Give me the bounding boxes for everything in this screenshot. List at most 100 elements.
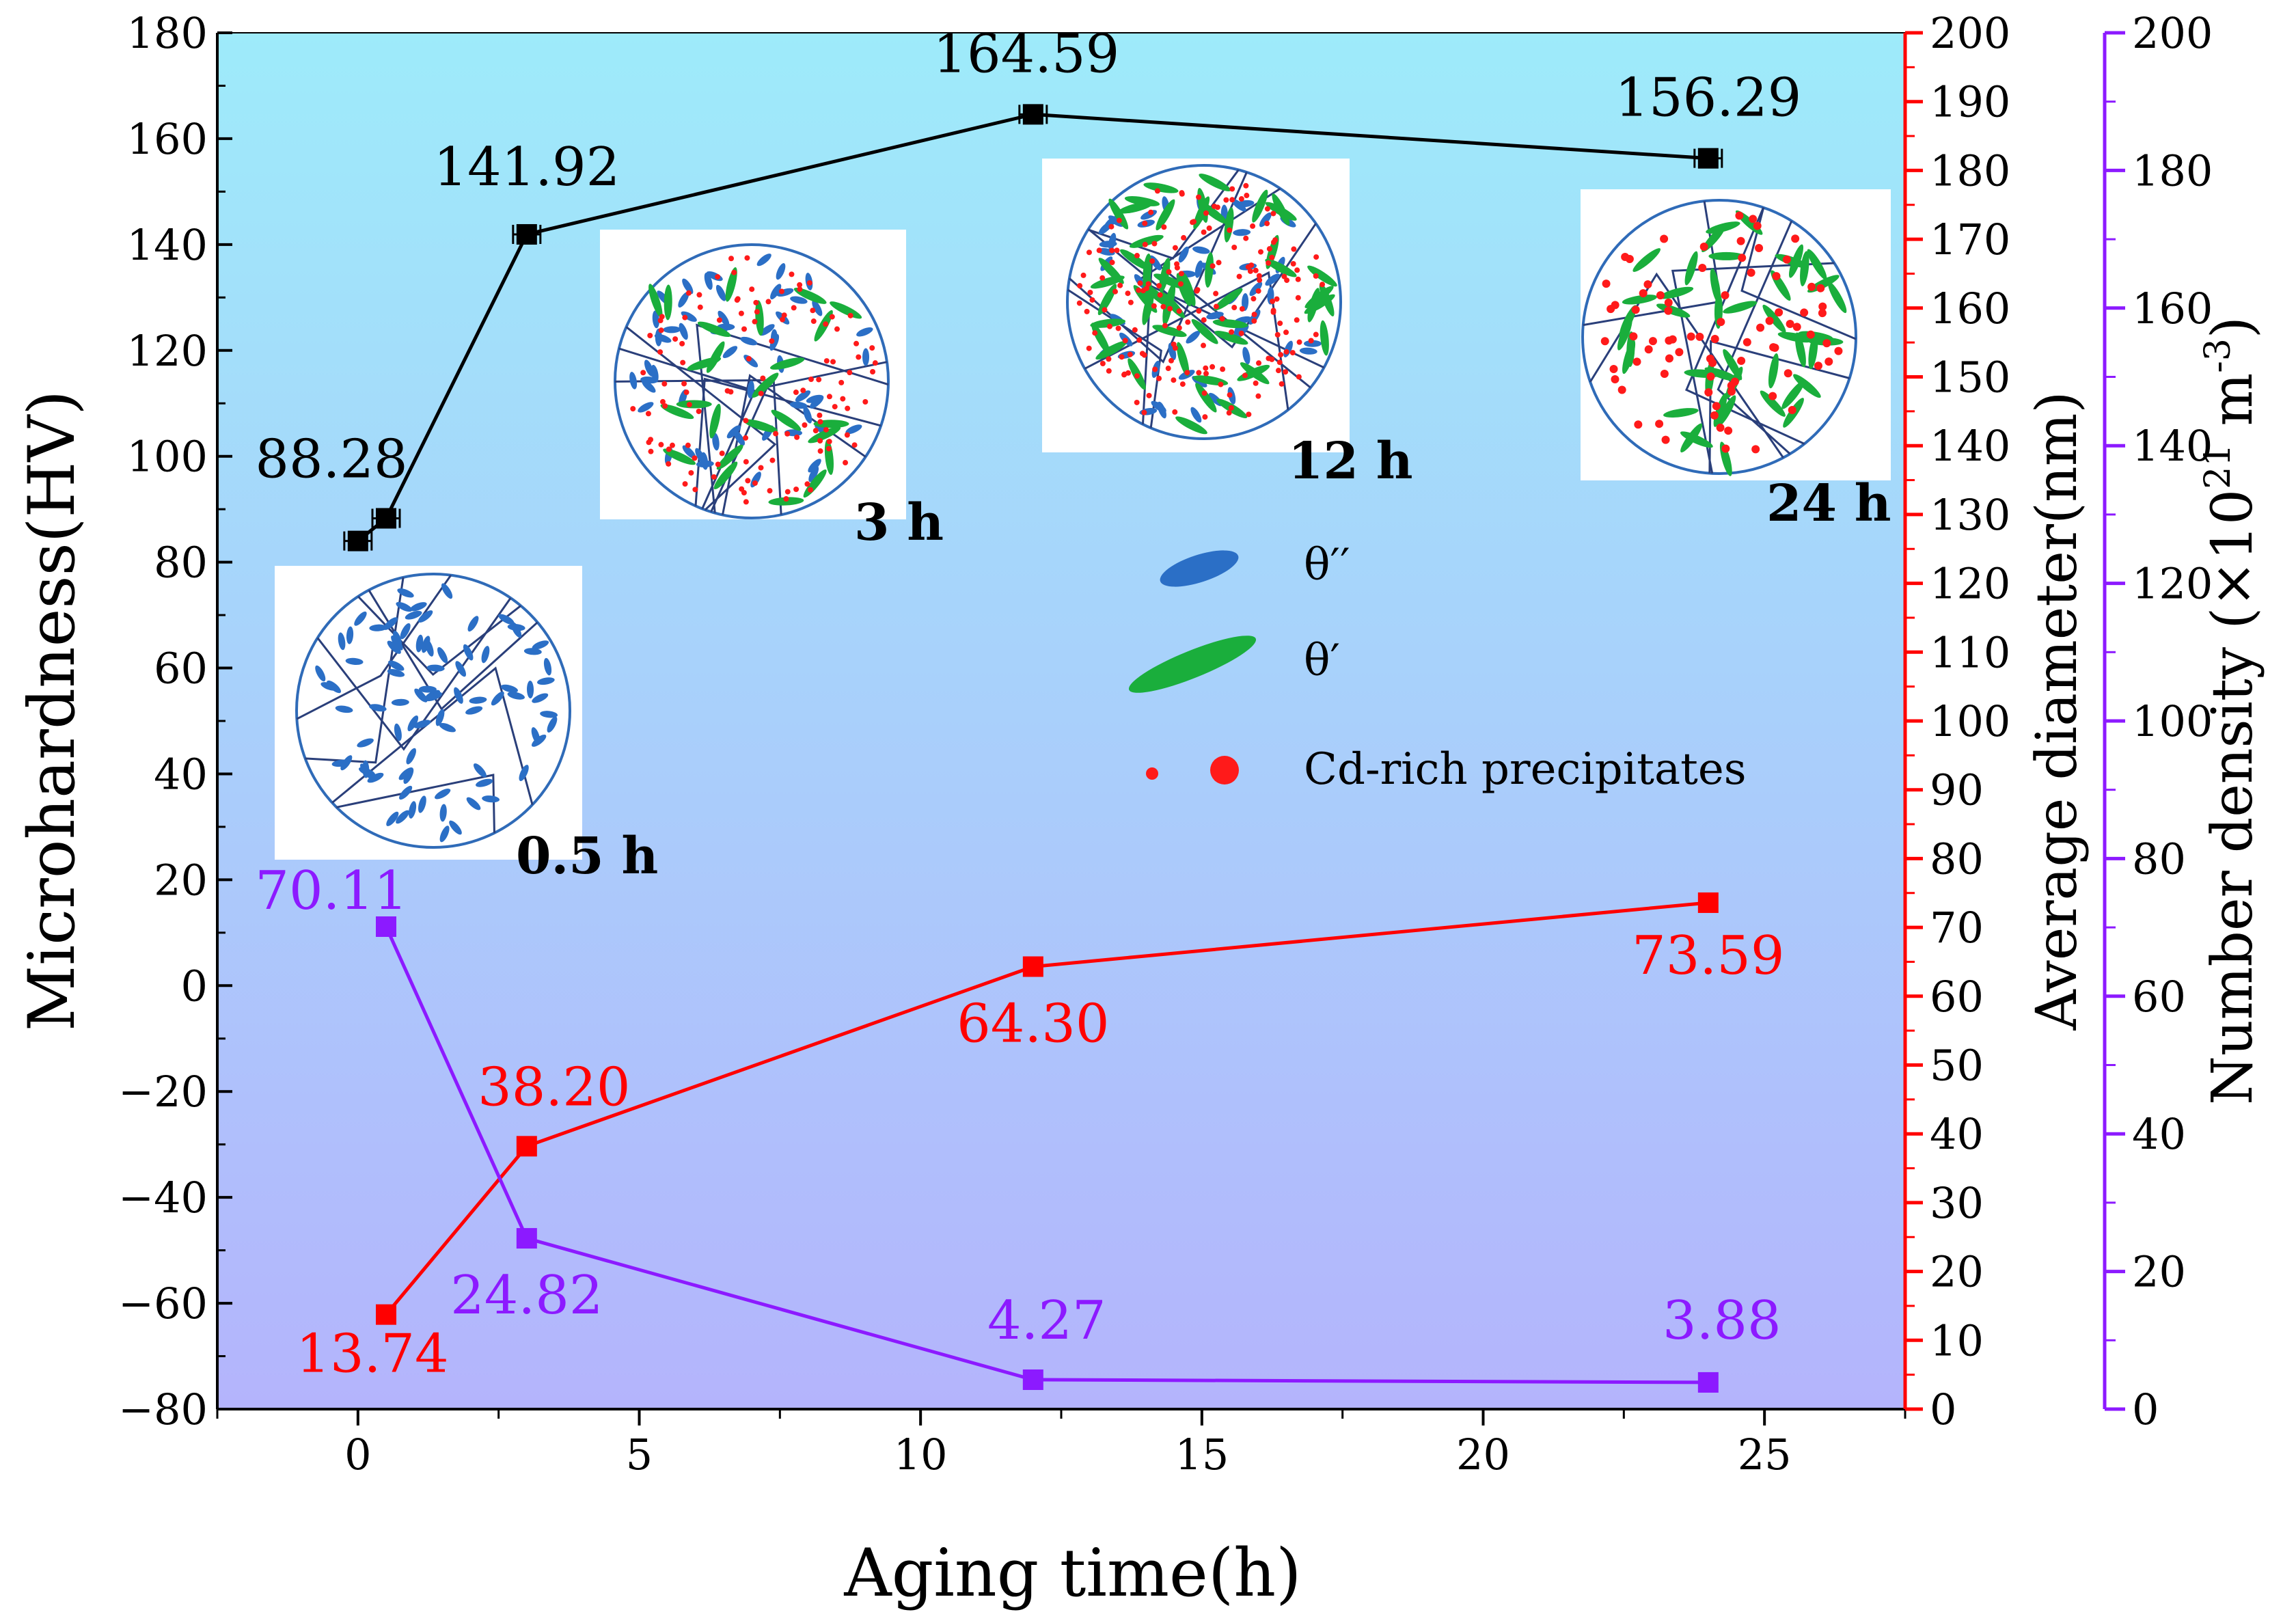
cd-rich-particle [1196,194,1202,200]
data-point [1697,148,1719,169]
y-right2-tick-label: 20 [2132,1247,2186,1297]
y-left-tick-label: 0 [181,961,208,1011]
theta-double-prime-particle [678,292,689,308]
inset-label-12h: 12 h [1288,432,1413,491]
theta-prime-particle [713,461,738,490]
y-right1-tick-label: 120 [1930,559,2010,609]
y-left-tick-label: −20 [118,1067,208,1117]
cd-rich-particle [1109,260,1115,266]
cd-rich-particle [817,412,823,418]
theta-double-prime-particle [425,639,434,657]
cd-rich-particle [1156,283,1162,289]
cd-rich-particle [808,377,814,383]
theta-double-prime-particle [712,433,720,451]
cd-rich-particle [1277,320,1283,327]
cd-rich-particle [1665,354,1673,363]
grain-boundary [1589,272,1784,459]
cd-rich-particle [1244,193,1250,199]
x-tick-label: 10 [894,1430,948,1479]
theta-double-prime-particle [466,797,481,810]
cd-rich-particle [1227,392,1233,398]
data-label: 141.92 [433,137,620,198]
cd-rich-particle [1146,392,1152,398]
theta-prime-particle [1762,304,1786,333]
data-point [516,223,537,245]
cd-rich-particle [1149,258,1156,264]
cd-rich-particle [1212,203,1218,209]
theta-double-prime-particle [414,688,428,703]
cd-rich-particle [1270,210,1276,217]
theta-double-prime-particle [652,310,659,329]
cd-rich-particle [1706,372,1715,381]
theta-prime-particle [709,403,721,439]
theta-double-prime-particle [1242,346,1250,365]
theta-double-prime-particle [790,296,808,304]
cd-rich-particle [658,327,664,333]
theta-double-prime-particle [413,720,431,728]
theta-double-prime-particle [812,300,823,316]
cd-rich-particle [1134,253,1140,259]
cd-rich-particle [1115,325,1121,331]
theta-prime-particle [1095,340,1128,360]
cd-rich-particle [1172,409,1178,415]
inset-illustrations [275,159,1891,860]
cd-rich-particle [681,381,687,387]
cd-rich-particle [1769,343,1778,352]
cd-rich-particle [1201,390,1207,396]
cd-rich-particle [1166,269,1172,275]
cd-rich-particle [682,481,688,487]
theta-double-prime-particle [391,635,403,651]
y-right2-tick-label: 200 [2132,8,2213,58]
cd-rich-particle [1210,364,1216,370]
theta-double-prime-particle [315,665,326,682]
cd-rich-particle [1151,303,1157,309]
cd-rich-particle [1247,268,1253,274]
cd-rich-particle [658,441,664,448]
cd-rich-particle [769,457,776,463]
cd-rich-particle [1220,366,1226,372]
theta-prime-particle [1152,325,1187,338]
theta-double-prime-particle [387,640,401,654]
theta-double-prime-particle [789,401,808,409]
cd-rich-particle [806,279,812,286]
theta-double-prime-particle [715,284,726,301]
cd-rich-particle [1106,323,1112,329]
cd-rich-particle [647,332,653,338]
theta-prime-particle [1622,295,1658,305]
cd-rich-particle [844,432,850,438]
cd-rich-particle [1239,306,1245,312]
grain-boundary [696,323,889,513]
cd-rich-particle [645,411,651,417]
data-label: 164.59 [933,23,1119,85]
theta-double-prime-particle [532,693,549,703]
cd-rich-particle [1698,263,1707,272]
theta-double-prime-particle [406,748,416,765]
cd-rich-particle [1190,219,1196,226]
cd-rich-particle [1096,247,1102,254]
y-right2-tick-label: 60 [2132,972,2186,1022]
cd-rich-particle [817,419,823,425]
theta-double-prime-particle [491,691,504,706]
y-left-tick-label: 40 [154,749,208,799]
grain-boundary [368,589,538,711]
cd-rich-particle [789,271,795,277]
cd-rich-particle [728,256,735,262]
theta-prime-particle [1108,198,1129,230]
cd-rich-particle [1250,296,1257,302]
theta-double-prime-particle [1157,401,1166,419]
cd-rich-particle [1109,247,1115,254]
theta-double-prime-particle [439,826,450,843]
theta-double-prime-particle [418,610,433,623]
cd-rich-particle [1283,369,1289,375]
theta-double-prime-particle [1249,282,1263,297]
cd-rich-particle [1184,370,1190,376]
cd-rich-particle [1196,308,1202,314]
cd-rich-particle [1290,260,1296,267]
cd-rich-particle [812,428,819,434]
theta-double-prime-particle [681,311,697,322]
cd-rich-particle [1639,289,1648,298]
cd-rich-particle [1264,221,1270,227]
cd-rich-particle [685,442,691,448]
cd-rich-particle [1136,287,1142,293]
cd-rich-particle [1162,323,1168,329]
